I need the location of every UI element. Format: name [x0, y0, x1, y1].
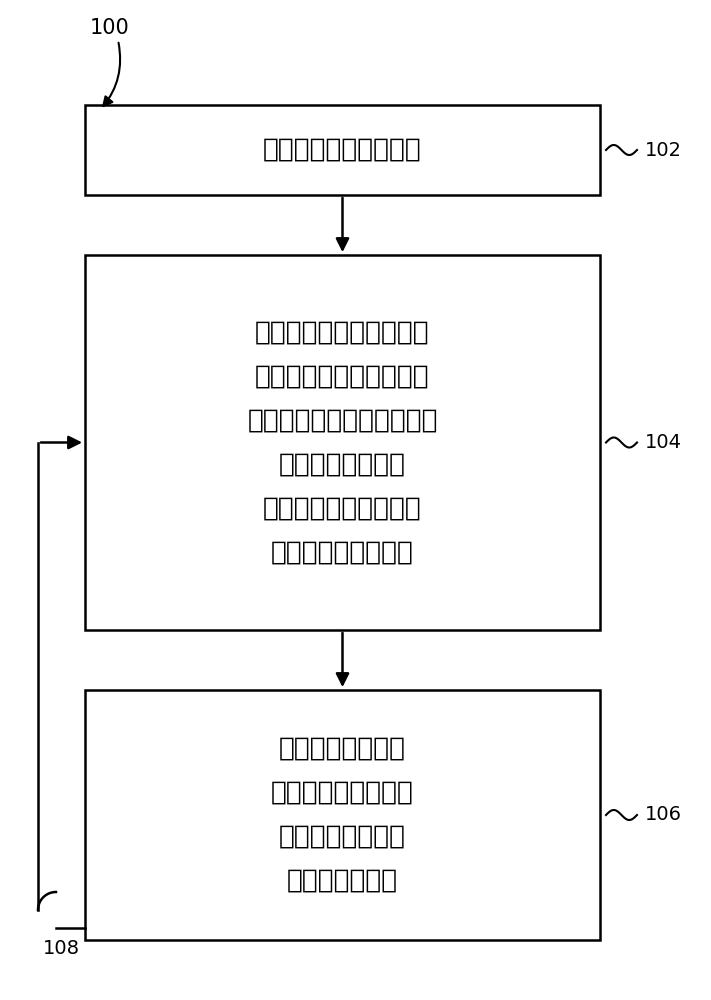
Text: 在第二衬底温度下: 在第二衬底温度下	[279, 736, 406, 762]
FancyArrowPatch shape	[103, 43, 120, 106]
Text: 以自限性过程在衬底上: 以自限性过程在衬底上	[263, 495, 422, 522]
Text: 在第一衬底温度下将衬底: 在第一衬底温度下将衬底	[255, 320, 430, 346]
Text: 其中等离子体暴露: 其中等离子体暴露	[279, 452, 406, 478]
Text: 沉积气体生成的等离子体，: 沉积气体生成的等离子体，	[247, 408, 438, 434]
Text: 将含金属层在不存在: 将含金属层在不存在	[271, 780, 414, 806]
Text: 等离子体的条件下: 等离子体的条件下	[279, 824, 406, 850]
Text: 102: 102	[645, 140, 682, 159]
Text: 100: 100	[90, 18, 130, 38]
Bar	[85, 690, 600, 940]
Text: 暴露于由包含金属前体的: 暴露于由包含金属前体的	[255, 363, 430, 389]
Text: 104: 104	[645, 433, 682, 452]
Bar	[85, 105, 600, 195]
Text: 106: 106	[645, 806, 682, 824]
Text: 108: 108	[43, 938, 80, 958]
Bar	[85, 255, 600, 630]
Text: 沉积共形的含金属层: 沉积共形的含金属层	[271, 540, 414, 566]
Text: 暴露于还原气体: 暴露于还原气体	[287, 868, 398, 894]
Text: 将衬底设置在处理室中: 将衬底设置在处理室中	[263, 137, 422, 163]
